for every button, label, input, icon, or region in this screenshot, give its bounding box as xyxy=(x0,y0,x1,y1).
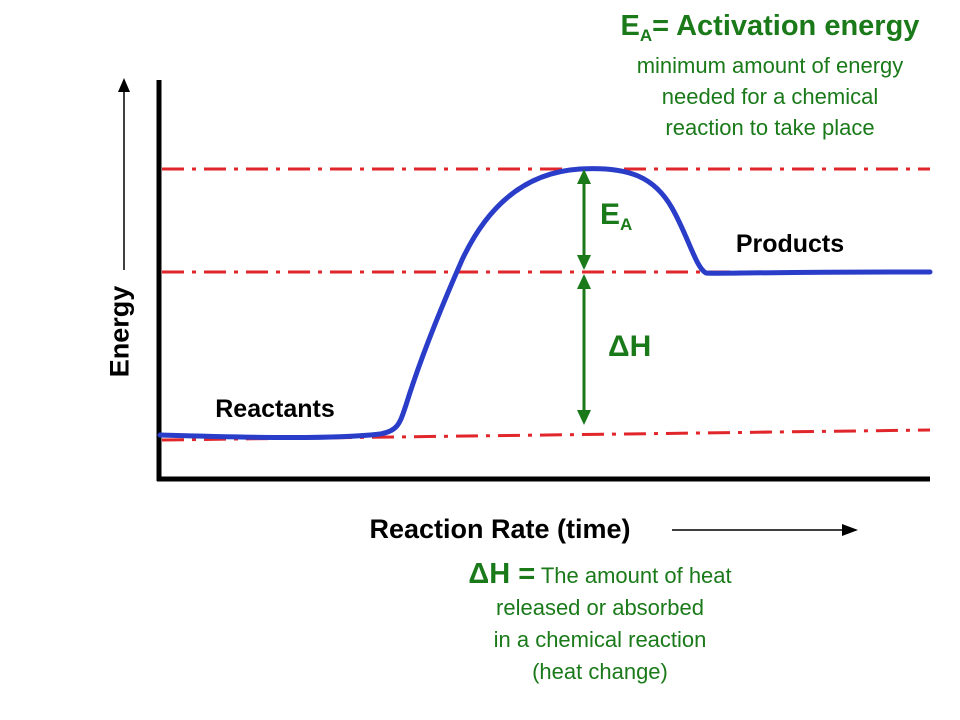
delta-h-label: ΔH xyxy=(608,330,652,363)
activation-energy-arrowhead-bottom xyxy=(577,255,591,270)
heat-change-line: released or absorbed xyxy=(496,595,704,620)
activation-energy-description-line: reaction to take place xyxy=(665,115,875,140)
heat-change-line: in a chemical reaction xyxy=(493,627,707,652)
heat-change-line: (heat change) xyxy=(532,659,668,684)
y-axis-label: Energy xyxy=(104,285,135,378)
heat-change-line: The amount of heat xyxy=(540,563,732,588)
activation-energy-title: EA= Activation energy xyxy=(620,10,920,45)
x-axis-label: Reaction Rate (time) xyxy=(369,514,631,544)
y-axis-arrowhead xyxy=(118,78,130,92)
delta-h-arrowhead-top xyxy=(577,274,591,289)
reactants-label: Reactants xyxy=(215,395,335,423)
activation-energy-description-line: needed for a chemical xyxy=(661,84,879,109)
activation-energy-arrowhead-top xyxy=(577,169,591,184)
delta-h-arrowhead-bottom xyxy=(577,410,591,425)
activation-energy-description: minimum amount of energy needed for a ch… xyxy=(570,50,960,143)
reaction-curve xyxy=(157,166,933,441)
x-axis-arrowhead xyxy=(842,524,858,536)
activation-energy-label: EA xyxy=(600,198,633,234)
products-label: Products xyxy=(735,230,845,258)
heat-change-symbol: ΔH = xyxy=(468,558,536,590)
heat-change-definition: ΔH = The amount of heat released or abso… xyxy=(400,558,800,688)
activation-energy-description-line: minimum amount of energy xyxy=(636,53,904,78)
